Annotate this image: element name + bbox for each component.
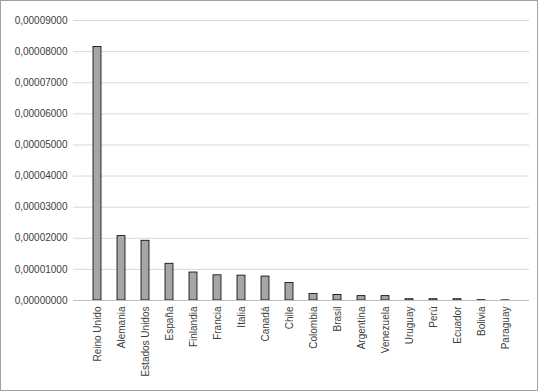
svg-text:0,00007000: 0,00007000 [15, 77, 68, 88]
svg-text:0,00009000: 0,00009000 [15, 15, 68, 26]
svg-text:Colombia: Colombia [308, 306, 319, 349]
svg-text:Venezuela: Venezuela [380, 306, 391, 353]
svg-text:Canadá: Canadá [260, 306, 271, 341]
svg-text:España: España [164, 306, 175, 340]
svg-text:Alemania: Alemania [116, 306, 127, 348]
svg-text:Francia: Francia [212, 306, 223, 340]
svg-text:0,00008000: 0,00008000 [15, 46, 68, 57]
svg-text:Bolivia: Bolivia [476, 306, 487, 336]
svg-text:Reino Unido: Reino Unido [92, 306, 103, 361]
svg-text:0,00002000: 0,00002000 [15, 232, 68, 243]
svg-text:Brasil: Brasil [332, 307, 343, 332]
svg-text:Perú: Perú [428, 307, 439, 328]
svg-text:0,00000000: 0,00000000 [15, 295, 68, 306]
svg-text:Finlandia: Finlandia [188, 306, 199, 347]
svg-text:Uruguay: Uruguay [404, 307, 415, 345]
svg-text:0,00005000: 0,00005000 [15, 139, 68, 150]
svg-text:0,00001000: 0,00001000 [15, 264, 68, 275]
svg-text:Chile: Chile [284, 306, 295, 329]
svg-text:Italia: Italia [236, 306, 247, 328]
svg-text:Estados Unidos: Estados Unidos [140, 307, 151, 377]
svg-text:Argentina: Argentina [356, 306, 367, 349]
svg-text:Paraguay: Paraguay [500, 307, 511, 350]
svg-text:0,00003000: 0,00003000 [15, 201, 68, 212]
svg-text:0,00004000: 0,00004000 [15, 170, 68, 181]
svg-text:0,00006000: 0,00006000 [15, 108, 68, 119]
svg-text:Ecuador: Ecuador [452, 306, 463, 344]
